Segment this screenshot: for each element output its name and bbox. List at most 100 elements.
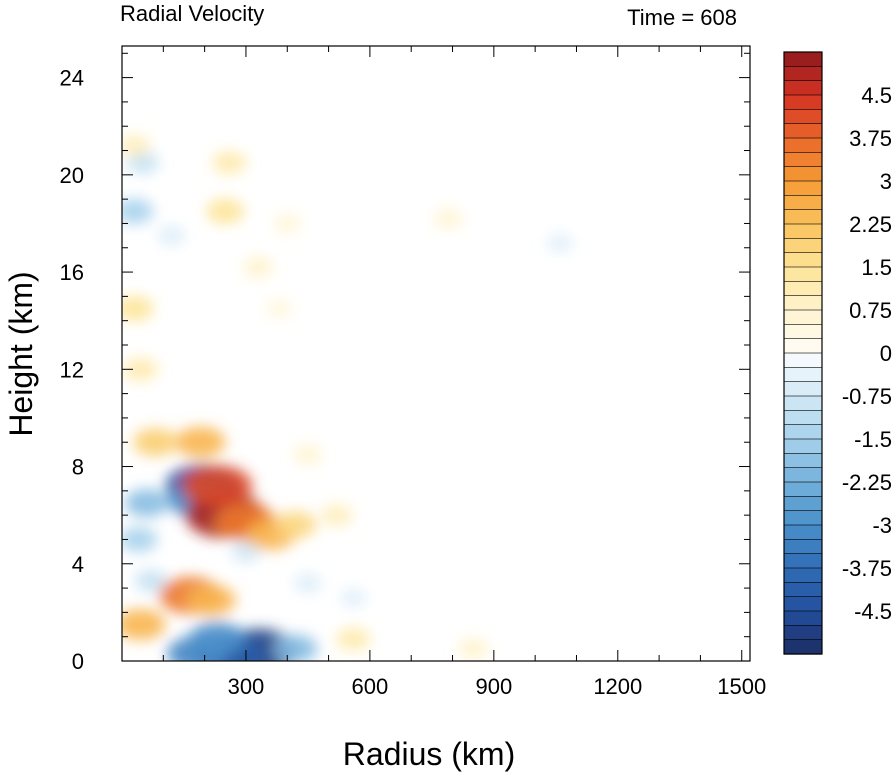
colorbar — [783, 51, 823, 655]
velocity-cell — [124, 489, 169, 517]
colorbar-box — [783, 367, 823, 383]
velocity-cell — [122, 296, 154, 321]
velocity-cell — [158, 225, 186, 246]
colorbar-box — [783, 338, 823, 354]
colorbar-box — [783, 209, 823, 225]
colorbar-box — [783, 524, 823, 540]
colorbar-box — [783, 352, 823, 368]
colorbar-labels: 4.5 3.75 3 2.25 1.5 0.75 0 -0.75 -1.5 -2.25 -3 -3.7… — [842, 83, 892, 624]
colorbar-box — [783, 166, 823, 182]
colorbar-box — [783, 496, 823, 512]
y-tick-label: 4 — [72, 552, 84, 577]
colorbar-box — [783, 281, 823, 297]
colorbar-box — [783, 467, 823, 483]
colorbar-box — [783, 180, 823, 196]
velocity-cell — [458, 638, 489, 660]
velocity-cell — [266, 299, 292, 318]
x-tick-label: 300 — [228, 674, 265, 699]
x-tick-label: 1500 — [717, 674, 766, 699]
colorbar-label: 3.75 — [849, 126, 892, 151]
colorbar-label: 0 — [880, 341, 892, 366]
y-tick-label: 20 — [60, 163, 84, 188]
velocity-cell — [293, 444, 323, 465]
x-tick-label: 900 — [475, 674, 512, 699]
colorbar-label: 0.75 — [849, 298, 892, 323]
colorbar-label: -0.75 — [842, 384, 892, 409]
y-tick-label: 24 — [60, 66, 84, 91]
velocity-cell — [175, 426, 226, 458]
velocity-cell — [134, 569, 167, 592]
velocity-cell — [181, 465, 253, 507]
colorbar-label: -1.5 — [854, 427, 892, 452]
colorbar-label: -4.5 — [854, 599, 892, 624]
plot-frame — [121, 45, 751, 662]
y-tick-label: 8 — [72, 455, 84, 480]
colorbar-box — [783, 123, 823, 139]
plot-area-background — [122, 46, 750, 661]
velocity-cell — [122, 609, 166, 640]
velocity-cell — [212, 151, 247, 175]
colorbar-box — [783, 109, 823, 125]
velocity-cell — [243, 256, 274, 278]
velocity-cell — [294, 573, 322, 593]
colorbar-label: 1.5 — [861, 255, 892, 280]
velocity-cell — [274, 511, 317, 539]
colorbar-label: -2.25 — [842, 470, 892, 495]
colorbar-box — [783, 137, 823, 153]
velocity-cell — [133, 428, 178, 457]
colorbar-box — [783, 252, 823, 268]
colorbar-box — [783, 324, 823, 340]
x-axis-tick-labels: 300 600 900 1200 1500 — [228, 674, 767, 699]
velocity-cell — [122, 527, 158, 552]
colorbar-box — [783, 381, 823, 397]
colorbar-label: 2.25 — [849, 212, 892, 237]
colorbar-box — [783, 610, 823, 626]
velocity-cell — [122, 198, 154, 224]
y-tick-label: 16 — [60, 260, 84, 285]
velocity-cell — [189, 622, 245, 657]
velocity-cell — [340, 588, 367, 608]
chart-title-left: Radial Velocity — [120, 1, 264, 26]
colorbar-box — [783, 424, 823, 440]
x-axis-label: Radius (km) — [343, 736, 515, 772]
velocity-cell — [126, 151, 159, 174]
colorbar-box — [783, 66, 823, 82]
colorbar-box — [783, 223, 823, 239]
colorbar-box — [783, 438, 823, 454]
velocity-cell — [206, 198, 245, 224]
colorbar-box — [783, 152, 823, 168]
axis-ticks — [122, 46, 750, 662]
chart-title-right: Time = 608 — [627, 5, 737, 30]
colorbar-box — [783, 94, 823, 110]
velocity-cell — [122, 134, 151, 157]
colorbar-box — [783, 238, 823, 254]
y-tick-label: 12 — [60, 357, 84, 382]
colorbar-box — [783, 481, 823, 497]
colorbar-box — [783, 266, 823, 282]
velocity-cell — [123, 357, 158, 381]
colorbar-label: -3.75 — [842, 556, 892, 581]
velocity-cell — [185, 584, 236, 616]
colorbar-box — [783, 80, 823, 96]
colorbar-box — [783, 453, 823, 469]
velocity-cell — [434, 208, 463, 229]
colorbar-box — [783, 625, 823, 641]
colorbar-label: 3 — [880, 169, 892, 194]
colorbar-box — [783, 510, 823, 526]
colorbar-frame — [783, 51, 823, 655]
velocity-cell — [273, 634, 318, 661]
colorbar-box — [783, 295, 823, 311]
velocity-cell — [546, 233, 573, 253]
velocity-field — [122, 134, 573, 661]
colorbar-box — [783, 639, 823, 655]
colorbar-box — [783, 309, 823, 325]
colorbar-box — [783, 395, 823, 411]
colorbar-label: -3 — [872, 513, 892, 538]
colorbar-label: 4.5 — [861, 83, 892, 108]
x-tick-label: 1200 — [593, 674, 642, 699]
colorbar-box — [783, 195, 823, 211]
x-tick-label: 600 — [352, 674, 389, 699]
colorbar-box — [783, 410, 823, 426]
